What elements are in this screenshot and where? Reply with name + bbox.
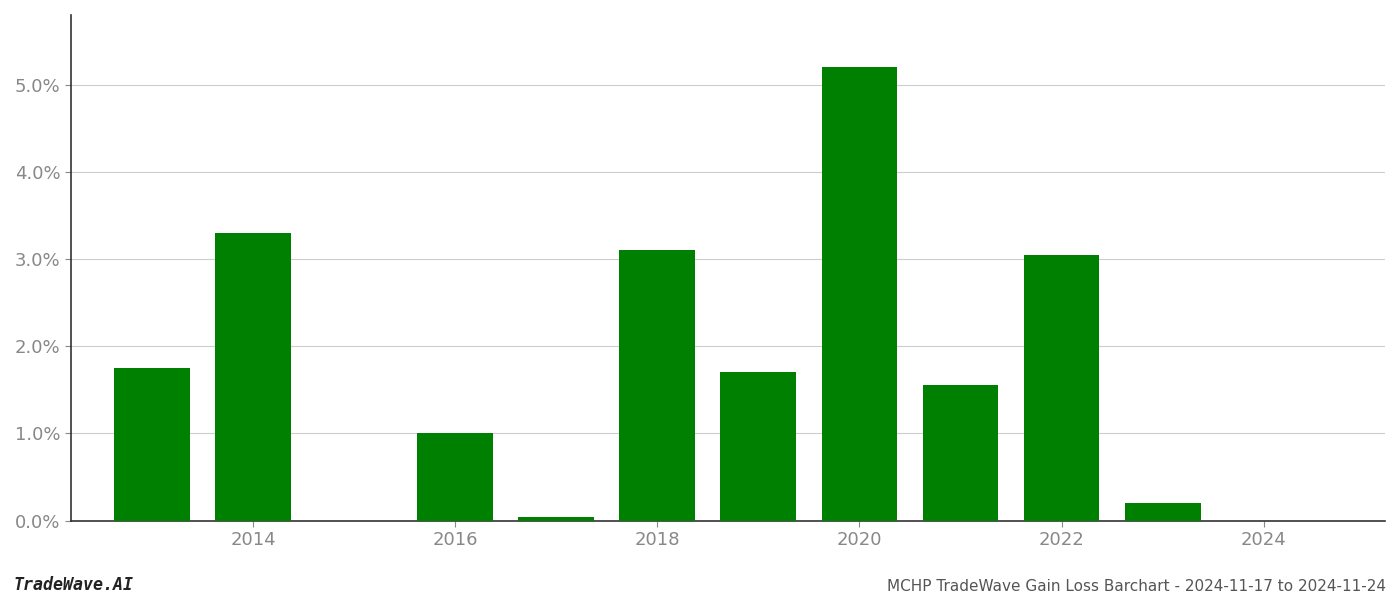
Bar (721, 373, 797, 521)
Text: MCHP TradeWave Gain Loss Barchart - 2024-11-17 to 2024-11-24: MCHP TradeWave Gain Loss Barchart - 2024… (888, 579, 1386, 594)
Bar (822, 67, 897, 521)
Bar (1124, 503, 1201, 521)
Bar (216, 233, 291, 521)
Bar (619, 250, 696, 521)
Bar (923, 385, 998, 521)
Bar (518, 517, 594, 521)
Bar (417, 433, 493, 521)
Text: TradeWave.AI: TradeWave.AI (14, 576, 134, 594)
Bar (113, 368, 190, 521)
Bar (1023, 255, 1099, 521)
